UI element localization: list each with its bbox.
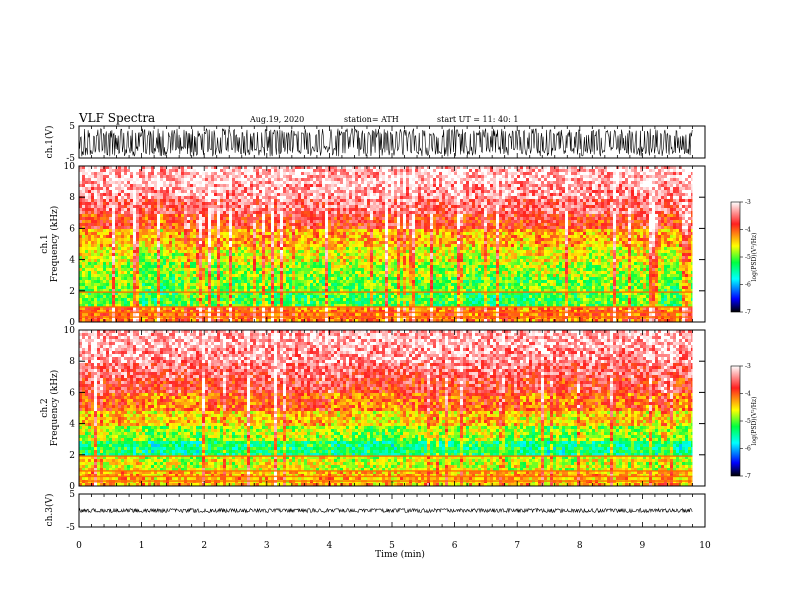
x-tick-label: 6 <box>452 541 458 551</box>
x-tick-label: 1 <box>139 541 145 551</box>
x-tick-label: 9 <box>640 541 646 551</box>
waveform-trace <box>79 129 692 157</box>
narrowband-line <box>79 480 692 482</box>
figure-title: VLF Spectra <box>78 111 155 125</box>
narrowband-line <box>79 291 692 293</box>
date-label: Aug.19, 2020 <box>249 115 304 124</box>
ch1-waveform-panel: 5-5 <box>66 122 705 164</box>
narrowband-line <box>79 312 692 314</box>
colorbar-tick-label: -3 <box>745 199 751 206</box>
colorbar-tick-label: -7 <box>745 309 751 316</box>
y-tick-label: 5 <box>69 122 75 132</box>
station-label: station= ATH <box>344 115 399 124</box>
start-time-label: start UT = 11: 40: 1 <box>437 115 518 124</box>
colorbar-label: log(PSD)(V²/Hz) <box>751 233 758 282</box>
y-tick-label: 2 <box>69 451 75 461</box>
x-tick-label: 10 <box>699 541 711 551</box>
colorbar-tick-label: -4 <box>745 391 751 398</box>
x-tick-label: 8 <box>577 541 583 551</box>
spectrogram-cells <box>79 166 694 322</box>
ch1-wave-ylabel: ch.1(V) <box>44 126 55 159</box>
y-tick-label: -5 <box>66 523 75 533</box>
colorbar-tick-label: -7 <box>745 473 751 480</box>
colorbar-tick-label: -6 <box>745 446 751 453</box>
colorbar-scale <box>731 202 740 312</box>
y-tick-label: 5 <box>69 490 75 500</box>
ch2-spec-ylabel: ch.2 Frequency (kHz) <box>40 370 60 447</box>
narrowband-line <box>79 316 692 318</box>
waveform-trace <box>79 509 692 513</box>
y-tick-label: 4 <box>69 420 75 430</box>
x-axis-label: Time (min) <box>375 549 425 560</box>
ch3-waveform-panel: 5-50 1 2 3 4 5 6 7 8 9 10 <box>66 490 711 551</box>
y-tick-label: 10 <box>64 326 76 336</box>
colorbar-label: log(PSD)(V²/Hz) <box>751 397 758 446</box>
x-tick-label: 3 <box>264 541 270 551</box>
colorbar-tick-label: -3 <box>745 363 751 370</box>
x-tick-label: 7 <box>514 541 520 551</box>
narrowband-line <box>79 476 692 478</box>
ch1-spec-ylabel: ch.1 Frequency (kHz) <box>40 206 60 283</box>
ch3-wave-ylabel: ch.3(V) <box>44 494 55 527</box>
colorbar-tick-label: -6 <box>745 282 751 289</box>
y-tick-label: 6 <box>69 224 75 234</box>
colorbar-scale <box>731 366 740 476</box>
spectrogram-cells <box>79 330 694 486</box>
y-tick-label: 8 <box>69 193 75 203</box>
x-tick-label: 0 <box>76 541 82 551</box>
y-tick-label: 10 <box>64 162 76 172</box>
narrowband-line <box>79 470 692 472</box>
narrowband-line <box>79 455 692 457</box>
y-tick-label: 2 <box>69 287 75 297</box>
x-tick-label: 2 <box>201 541 207 551</box>
x-tick-label: 4 <box>327 541 333 551</box>
y-tick-label: 6 <box>69 388 75 398</box>
y-tick-label: 8 <box>69 357 75 367</box>
narrowband-line <box>79 306 692 308</box>
colorbar-tick-label: -4 <box>745 227 751 234</box>
y-tick-label: 4 <box>69 256 75 266</box>
